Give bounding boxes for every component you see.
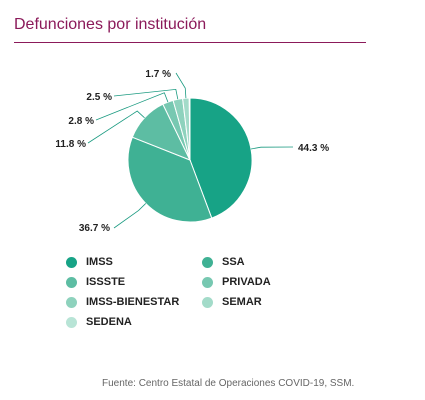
legend-item-imss: IMSS	[66, 254, 113, 270]
legend-label: SEDENA	[86, 316, 132, 328]
data-label-privada: 2.8 %	[68, 116, 94, 127]
data-label-issste: 11.8 %	[55, 139, 86, 150]
legend-swatch	[66, 276, 77, 288]
legend-swatch	[202, 256, 213, 268]
legend-label: SEMAR	[222, 296, 262, 308]
leader-line-imss	[250, 146, 294, 150]
legend-item-sedena: SEDENA	[66, 314, 132, 330]
legend-label: SSA	[222, 256, 245, 268]
legend-swatch	[66, 296, 77, 308]
legend-swatch	[202, 276, 213, 288]
legend-swatch	[66, 316, 77, 328]
data-label-semar: 1.7 %	[145, 69, 171, 80]
legend-item-imss-bienestar: IMSS-BIENESTAR	[66, 294, 179, 310]
legend-swatch	[202, 296, 213, 308]
pie-slice-sedena	[188, 97, 191, 161]
leader-line-issste	[87, 110, 145, 144]
title-divider	[14, 42, 366, 43]
legend-swatch	[66, 256, 77, 268]
leader-line-imss-bienestar	[113, 88, 179, 100]
legend-item-issste: ISSSTE	[66, 274, 125, 290]
leader-line-privada	[95, 92, 169, 121]
source-note: Fuente: Centro Estatal de Operaciones CO…	[102, 378, 355, 389]
leader-line-semar	[175, 72, 187, 99]
pie-slice-ssa	[127, 136, 213, 223]
leader-line-ssa	[113, 203, 147, 229]
data-label-ssa: 36.7 %	[79, 223, 110, 234]
legend-item-ssa: SSA	[202, 254, 245, 270]
legend-label: PRIVADA	[222, 276, 271, 288]
pie-slice-imss	[189, 97, 253, 219]
legend-label: IMSS-BIENESTAR	[86, 296, 180, 308]
legend-label: ISSSTE	[86, 276, 126, 288]
data-label-imss-bienestar: 2.5 %	[86, 92, 112, 103]
legend-item-privada: PRIVADA	[202, 274, 271, 290]
legend-label: IMSS	[86, 256, 113, 268]
chart-title: Defunciones por institución	[14, 16, 207, 33]
data-label-imss: 44.3 %	[298, 143, 329, 154]
legend-item-semar: SEMAR	[202, 294, 262, 310]
